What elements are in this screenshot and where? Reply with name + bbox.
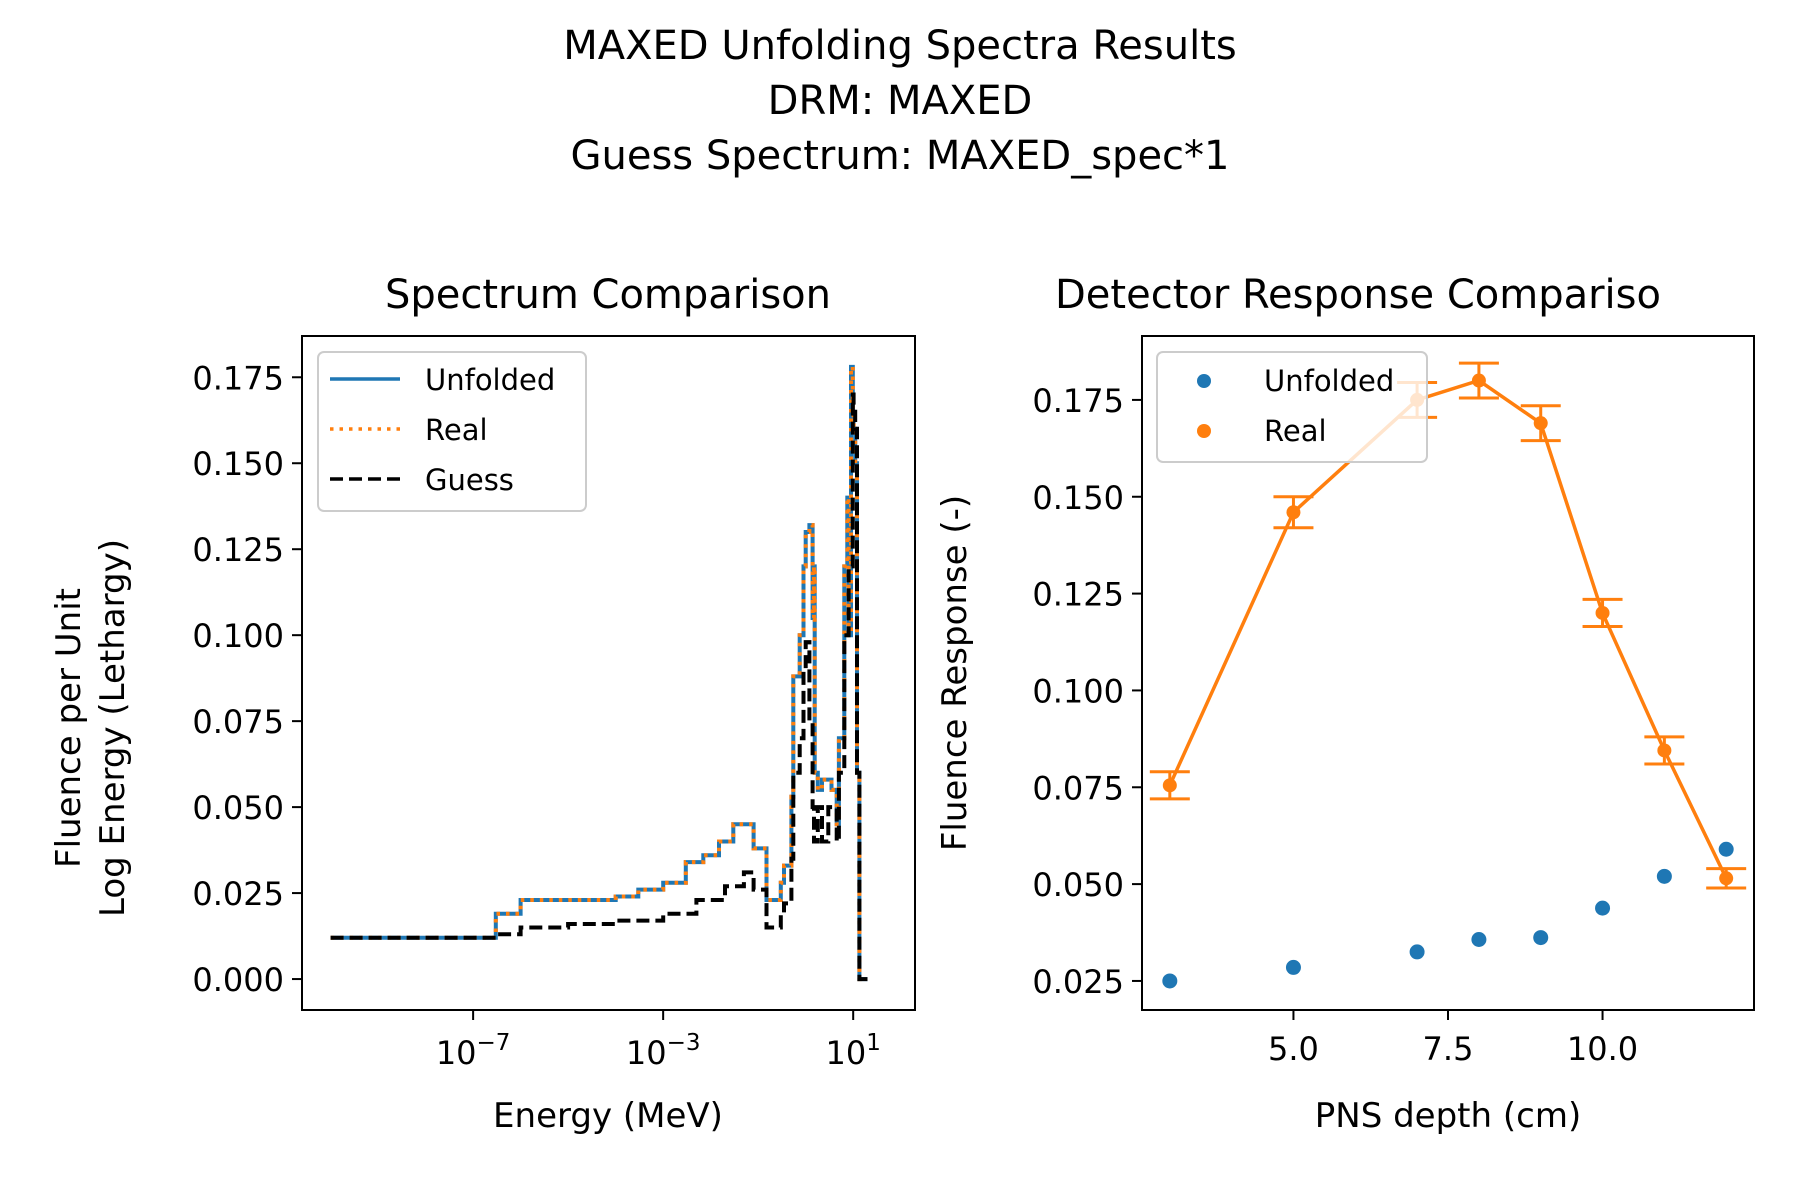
spectrum-ytick-label: 0.175 bbox=[192, 359, 284, 397]
response-unfolded-point bbox=[1718, 841, 1734, 857]
spectrum-ytick-label: 0.025 bbox=[192, 875, 284, 913]
response-unfolded-point bbox=[1285, 959, 1301, 975]
legend-marker-real bbox=[1197, 424, 1211, 438]
response-xtick-label: 7.5 bbox=[1423, 1030, 1474, 1068]
response-xlabel: PNS depth (cm) bbox=[1315, 1096, 1581, 1136]
legend-label-guess: Guess bbox=[425, 463, 514, 497]
response-xtick-label: 5.0 bbox=[1268, 1030, 1319, 1068]
spectrum-series-guess bbox=[330, 392, 868, 982]
response-legend: Unfolded Real bbox=[1156, 351, 1428, 463]
legend-label-unfolded: Unfolded bbox=[425, 363, 555, 397]
response-ytick-label: 0.100 bbox=[1032, 672, 1124, 710]
detector-response-panel: Detector Response Compariso Fluence Resp… bbox=[935, 272, 1755, 1136]
suptitle-line-1: MAXED Unfolding Spectra Results bbox=[563, 23, 1237, 69]
spectrum-xtick-label: 10−7 bbox=[436, 1030, 511, 1072]
response-unfolded-point bbox=[1471, 932, 1487, 948]
legend-label-real: Real bbox=[425, 413, 488, 447]
spectrum-ytick-label: 0.075 bbox=[192, 703, 284, 741]
response-real-point bbox=[1162, 778, 1177, 793]
response-unfolded-point bbox=[1162, 973, 1178, 989]
spectrum-ytick-label: 0.000 bbox=[192, 961, 284, 999]
response-xtick-label: 10.0 bbox=[1567, 1030, 1638, 1068]
response-ytick-label: 0.150 bbox=[1032, 479, 1124, 517]
response-real-point bbox=[1286, 505, 1301, 520]
response-axes-frame bbox=[1141, 335, 1755, 1011]
response-ytick-label: 0.025 bbox=[1032, 963, 1124, 1001]
spectrum-ytick-label: 0.100 bbox=[192, 617, 284, 655]
spectrum-comparison-panel: Spectrum Comparison Fluence per Unit Log… bbox=[49, 272, 916, 1136]
spectrum-plot-area: 0.000 0.025 0.050 0.075 0.100 0.125 0.150 0.175… bbox=[192, 359, 880, 1072]
spectrum-ytick-label: 0.125 bbox=[192, 531, 284, 569]
spectrum-series-real bbox=[330, 364, 868, 982]
legend-label-real: Real bbox=[1264, 414, 1327, 448]
suptitle-line-2: DRM: MAXED bbox=[768, 78, 1033, 124]
response-real-point bbox=[1533, 416, 1548, 431]
spectrum-ylabel-line-2: Log Energy (Lethargy) bbox=[93, 539, 133, 917]
response-real-point bbox=[1657, 743, 1672, 758]
response-real-point bbox=[1719, 871, 1734, 886]
response-chart-title: Detector Response Compariso bbox=[1055, 272, 1661, 318]
spectrum-xtick-label: 10−3 bbox=[626, 1030, 701, 1072]
spectrum-legend-box bbox=[317, 351, 587, 512]
response-ytick-label: 0.050 bbox=[1032, 866, 1124, 904]
spectrum-xtick-label: 101 bbox=[826, 1030, 881, 1072]
spectrum-chart-title: Spectrum Comparison bbox=[385, 272, 831, 318]
response-ylabel: Fluence Response (-) bbox=[935, 495, 975, 851]
legend-marker-unfolded bbox=[1197, 374, 1211, 388]
spectrum-axes-frame bbox=[301, 335, 916, 1011]
spectrum-ytick-label: 0.150 bbox=[192, 445, 284, 483]
response-ytick-label: 0.175 bbox=[1032, 382, 1124, 420]
spectrum-xlabel: Energy (MeV) bbox=[493, 1096, 723, 1136]
spectrum-legend: Unfolded Real Guess bbox=[317, 351, 587, 512]
response-real-line bbox=[1168, 378, 1728, 880]
spectrum-ylabel-line-1: Fluence per Unit bbox=[49, 588, 89, 868]
response-ytick-label: 0.125 bbox=[1032, 576, 1124, 614]
response-unfolded-point bbox=[1409, 944, 1425, 960]
response-real-point bbox=[1595, 605, 1610, 620]
response-ytick-label: 0.075 bbox=[1032, 769, 1124, 807]
legend-label-unfolded: Unfolded bbox=[1264, 364, 1394, 398]
spectrum-ytick-label: 0.050 bbox=[192, 789, 284, 827]
response-unfolded-point bbox=[1533, 930, 1549, 946]
response-real-point bbox=[1471, 373, 1486, 388]
response-unfolded-point bbox=[1656, 868, 1672, 884]
response-legend-box bbox=[1156, 351, 1428, 463]
suptitle-line-3: Guess Spectrum: MAXED_spec*1 bbox=[570, 133, 1229, 179]
response-unfolded-point bbox=[1595, 900, 1611, 916]
